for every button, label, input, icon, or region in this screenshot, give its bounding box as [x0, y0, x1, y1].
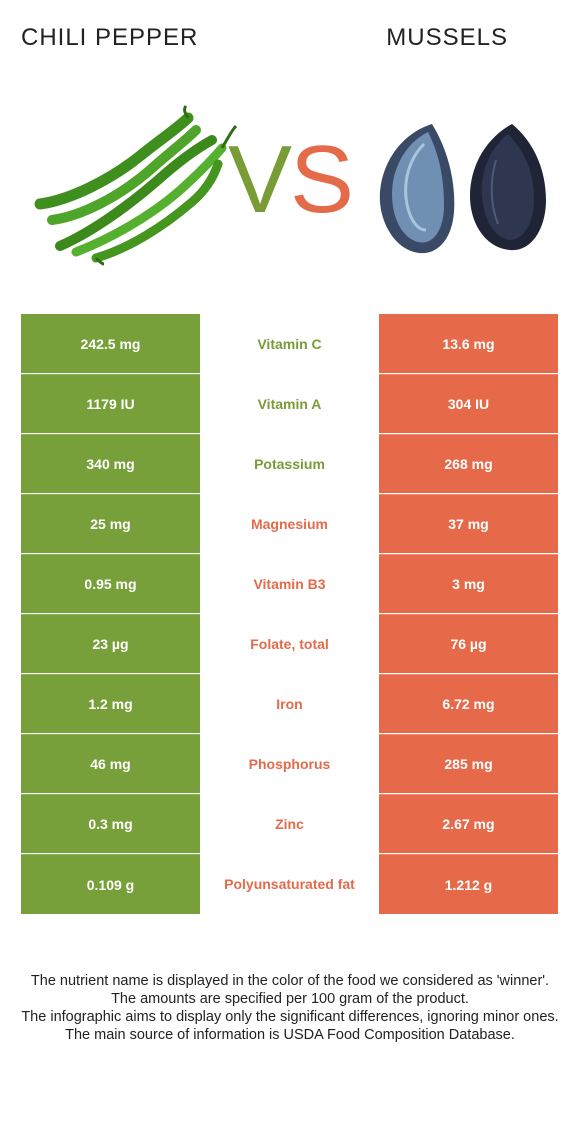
nutrient-name: Folate, total: [200, 614, 379, 673]
table-row: 340 mg Potassium 268 mg: [21, 434, 558, 494]
table-row: 23 µg Folate, total 76 µg: [21, 614, 558, 674]
table-row: 242.5 mg Vitamin C 13.6 mg: [21, 314, 558, 374]
table-row: 0.3 mg Zinc 2.67 mg: [21, 794, 558, 854]
footer-line: The amounts are specified per 100 gram o…: [111, 991, 469, 1007]
nutrient-name: Potassium: [200, 434, 379, 493]
nutrient-name: Magnesium: [200, 494, 379, 553]
vs-label: VS: [228, 132, 354, 228]
right-value: 304 IU: [379, 374, 558, 433]
right-value: 6.72 mg: [379, 674, 558, 733]
comparison-table: 242.5 mg Vitamin C 13.6 mg 1179 IU Vitam…: [21, 314, 558, 914]
right-value: 37 mg: [379, 494, 558, 553]
right-value: 1.212 g: [379, 854, 558, 914]
vs-v: V: [228, 126, 292, 233]
right-value: 2.67 mg: [379, 794, 558, 853]
left-value: 46 mg: [21, 734, 200, 793]
right-value: 3 mg: [379, 554, 558, 613]
table-row: 0.109 g Polyunsaturated fat 1.212 g: [21, 854, 558, 914]
left-value: 0.3 mg: [21, 794, 200, 853]
left-value: 1.2 mg: [21, 674, 200, 733]
table-row: 1.2 mg Iron 6.72 mg: [21, 674, 558, 734]
right-value: 13.6 mg: [379, 314, 558, 373]
nutrient-name: Zinc: [200, 794, 379, 853]
left-value: 23 µg: [21, 614, 200, 673]
footer-notes: The nutrient name is displayed in the co…: [18, 972, 562, 1044]
nutrient-name: Polyunsaturated fat: [200, 854, 379, 914]
left-value: 25 mg: [21, 494, 200, 553]
nutrient-name: Iron: [200, 674, 379, 733]
footer-line: The main source of information is USDA F…: [65, 1027, 515, 1043]
right-value: 76 µg: [379, 614, 558, 673]
hero-illustration: [34, 104, 546, 266]
mussels-image: [379, 124, 546, 254]
left-food-title: CHILI PEPPER: [21, 24, 199, 51]
table-row: 1179 IU Vitamin A 304 IU: [21, 374, 558, 434]
right-food-title: MUSSELS: [386, 24, 508, 51]
right-value: 268 mg: [379, 434, 558, 493]
left-value: 242.5 mg: [21, 314, 200, 373]
left-value: 0.109 g: [21, 854, 200, 914]
table-row: 0.95 mg Vitamin B3 3 mg: [21, 554, 558, 614]
right-value: 285 mg: [379, 734, 558, 793]
left-value: 1179 IU: [21, 374, 200, 433]
nutrient-name: Vitamin A: [200, 374, 379, 433]
nutrient-name: Vitamin C: [200, 314, 379, 373]
table-row: 25 mg Magnesium 37 mg: [21, 494, 558, 554]
nutrient-name: Vitamin B3: [200, 554, 379, 613]
nutrient-name: Phosphorus: [200, 734, 379, 793]
vs-s: S: [290, 126, 354, 233]
left-value: 340 mg: [21, 434, 200, 493]
footer-line: The nutrient name is displayed in the co…: [30, 973, 550, 989]
left-value: 0.95 mg: [21, 554, 200, 613]
table-row: 46 mg Phosphorus 285 mg: [21, 734, 558, 794]
footer-line: The infographic aims to display only the…: [21, 1009, 559, 1025]
chili-pepper-image: [34, 104, 238, 266]
